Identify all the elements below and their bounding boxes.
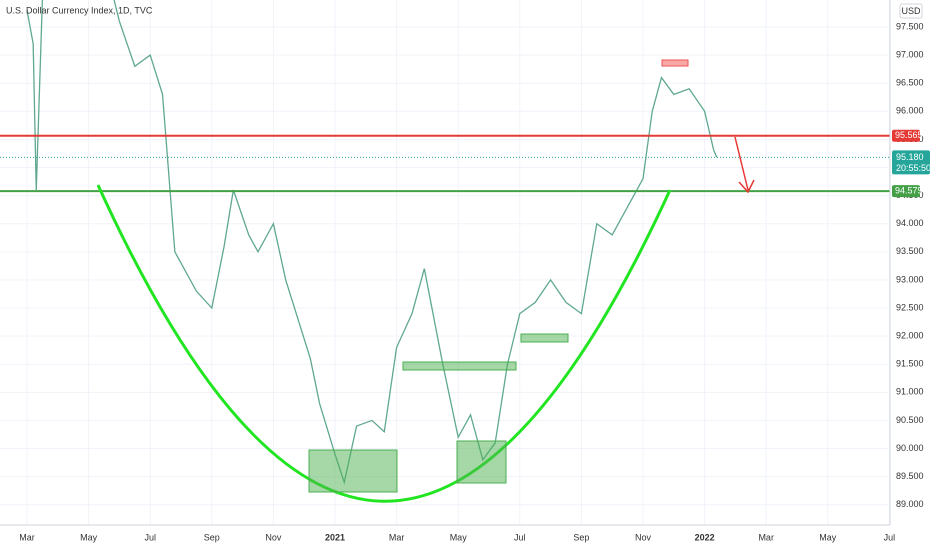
axis-labels: 89.000 89.500 90.000 90.500 91.000 91.500 92.0… [19, 21, 931, 542]
y-tick-label: 92.000 [896, 331, 924, 341]
cup-curve [96, 184, 672, 503]
x-tick-label: Jul [884, 532, 896, 542]
level-label: 95.565 [895, 130, 923, 140]
y-tick-label: 93.000 [896, 274, 924, 284]
x-tick-label: Mar [389, 532, 405, 542]
current-price-label: 95.180 [896, 152, 924, 162]
y-tick-label: 93.500 [896, 246, 924, 256]
x-tick-label: Mar [758, 532, 774, 542]
y-tick-label: 97.000 [896, 49, 924, 59]
x-tick-label: May [819, 532, 837, 542]
level-tag [892, 185, 920, 198]
forecast-arrow [734, 136, 755, 194]
drawings [96, 59, 755, 503]
y-tick-label: 89.500 [896, 471, 924, 481]
zone-box [308, 449, 398, 493]
y-tick-label: 89.000 [896, 499, 924, 509]
y-tick-label: 94.000 [896, 218, 924, 228]
y-tick-label: 91.500 [896, 359, 924, 369]
zone-box [402, 361, 517, 371]
x-tick-label: Mar [19, 532, 35, 542]
zone-box [456, 440, 507, 484]
x-tick-label: Sep [204, 532, 220, 542]
zone-box [520, 333, 569, 343]
y-tick-label: 90.500 [896, 415, 924, 425]
y-tick-label: 96.500 [896, 78, 924, 88]
grid [0, 0, 890, 525]
x-tick-label: Sep [573, 532, 589, 542]
currency-button[interactable] [899, 3, 923, 19]
y-tick-label: 97.500 [896, 21, 924, 31]
x-tick-label: Jul [514, 532, 526, 542]
x-tick-label: 2021 [325, 532, 345, 542]
y-tick-label: 90.000 [896, 443, 924, 453]
x-tick-label: Nov [265, 532, 282, 542]
x-tick-label: 2022 [695, 532, 715, 542]
y-tick-label: 91.000 [896, 387, 924, 397]
y-tick-label: 92.500 [896, 302, 924, 312]
price-line [26, 0, 718, 485]
y-tick-label: 96.000 [896, 106, 924, 116]
level-tag [892, 129, 920, 142]
x-tick-label: May [450, 532, 468, 542]
currency-label[interactable]: USD [901, 6, 921, 16]
countdown: 20:55:50 [896, 163, 931, 173]
chart-title: U.S. Dollar Currency Index, 1D, TVC [6, 5, 153, 15]
x-tick-label: Jul [144, 532, 156, 542]
x-tick-label: Nov [635, 532, 652, 542]
price-layer [0, 0, 890, 485]
x-tick-label: May [80, 532, 98, 542]
current-price-tag [892, 150, 930, 175]
zone-box [661, 59, 689, 67]
level-label: 94.579 [895, 186, 923, 196]
